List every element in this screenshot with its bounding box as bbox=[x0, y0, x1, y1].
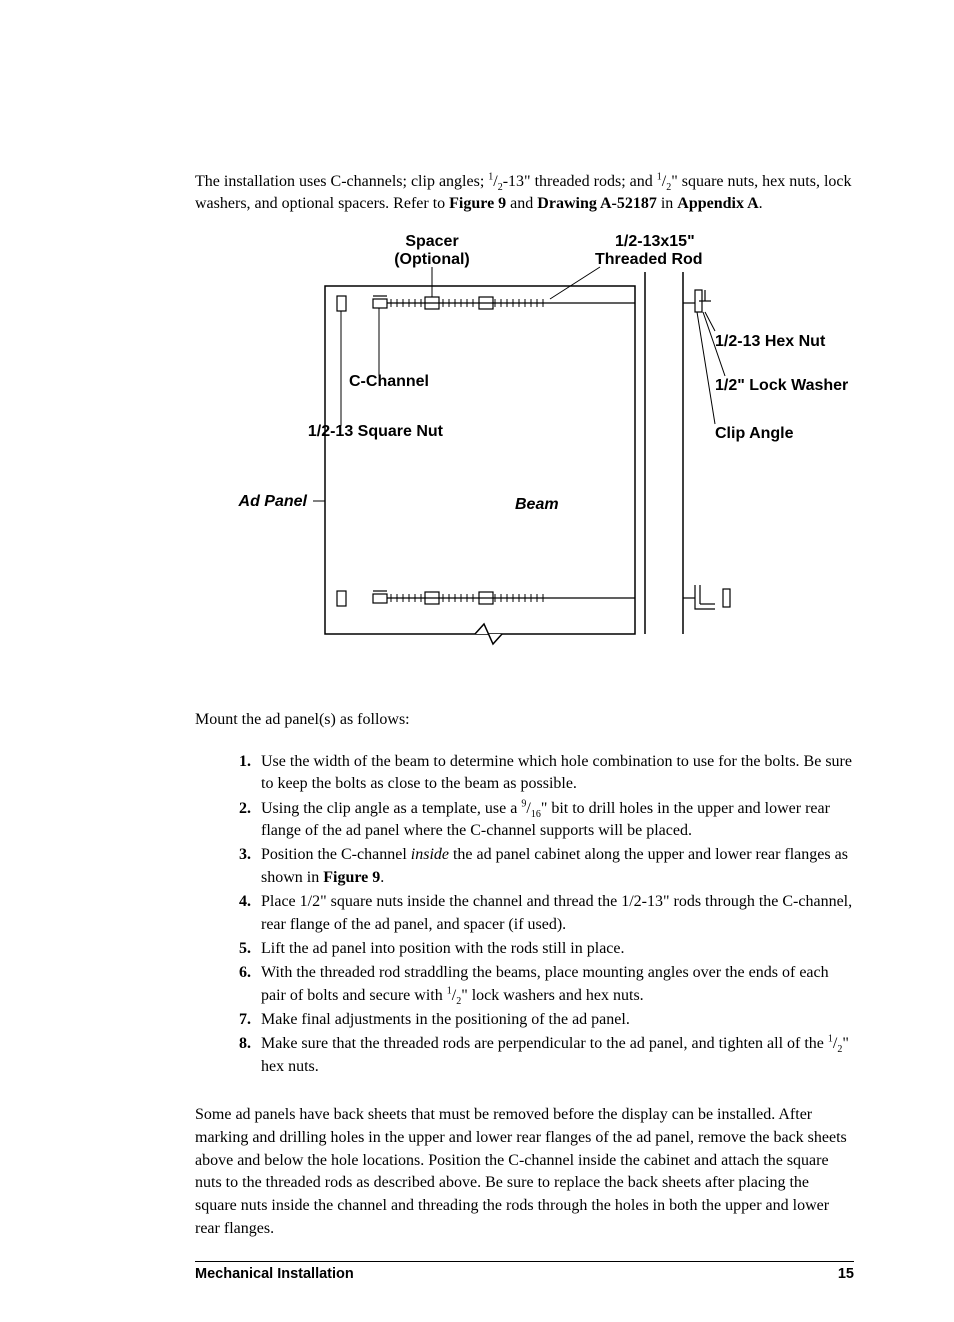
label-clipangle: Clip Angle bbox=[715, 425, 794, 442]
label-lockwasher: 1/2" Lock Washer bbox=[715, 377, 848, 394]
page: The installation uses C-channels; clip a… bbox=[0, 0, 954, 1322]
step-5: Lift the ad panel into position with the… bbox=[255, 938, 854, 960]
footer-page-number: 15 bbox=[838, 1266, 854, 1282]
appendix-ref: Appendix A bbox=[677, 195, 758, 212]
figure-9: Spacer (Optional) 1/2-13x15" Threaded Ro… bbox=[195, 226, 854, 661]
step-1: Use the width of the beam to determine w… bbox=[255, 751, 854, 796]
step-2: Using the clip angle as a template, use … bbox=[255, 798, 854, 843]
label-adpanel: Ad Panel bbox=[238, 493, 308, 510]
steps-list: Use the width of the beam to determine w… bbox=[195, 751, 854, 1078]
mount-intro: Mount the ad panel(s) as follows: bbox=[195, 711, 854, 729]
intro-paragraph: The installation uses C-channels; clip a… bbox=[195, 171, 854, 216]
label-spacer2: (Optional) bbox=[394, 251, 470, 268]
label-hexnut: 1/2-13 Hex Nut bbox=[715, 333, 826, 350]
step-7: Make final adjustments in the positionin… bbox=[255, 1009, 854, 1031]
step-4: Place 1/2" square nuts inside the channe… bbox=[255, 891, 854, 936]
drawing-ref: Drawing A-52187 bbox=[537, 195, 657, 212]
label-rod2: Threaded Rod bbox=[595, 251, 703, 268]
label-beam: Beam bbox=[515, 496, 559, 513]
page-footer: Mechanical Installation 15 bbox=[195, 1261, 854, 1282]
label-spacer: Spacer bbox=[405, 233, 458, 250]
label-cchannel: C-Channel bbox=[349, 373, 429, 390]
intro-text: The installation uses C-channels; clip a… bbox=[195, 173, 488, 190]
label-squarenut: 1/2-13 Square Nut bbox=[308, 423, 444, 440]
figure-ref: Figure 9 bbox=[449, 195, 506, 212]
figure-svg: Spacer (Optional) 1/2-13x15" Threaded Ro… bbox=[195, 226, 855, 656]
step-6: With the threaded rod straddling the bea… bbox=[255, 962, 854, 1007]
body-paragraph-2: Some ad panels have back sheets that mus… bbox=[195, 1104, 854, 1240]
label-rod1: 1/2-13x15" bbox=[615, 233, 695, 250]
step-8: Make sure that the threaded rods are per… bbox=[255, 1033, 854, 1078]
footer-section: Mechanical Installation bbox=[195, 1266, 354, 1282]
step-3: Position the C-channel inside the ad pan… bbox=[255, 844, 854, 889]
